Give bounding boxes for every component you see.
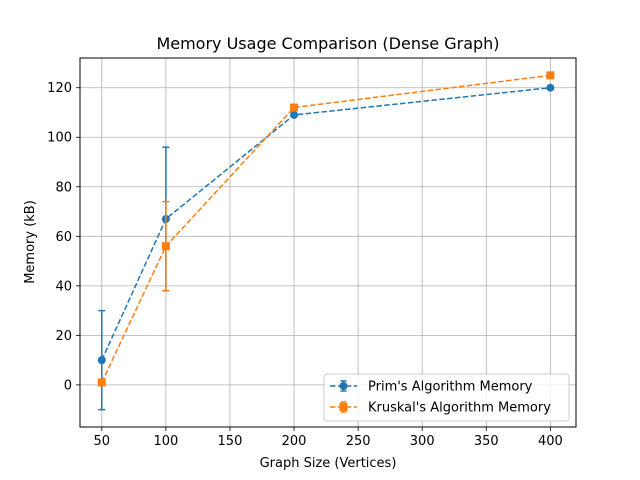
x-tick-label: 100 bbox=[153, 434, 178, 449]
data-point-kruskal bbox=[97, 378, 106, 387]
y-tick-label: 80 bbox=[55, 180, 72, 195]
data-point-kruskal bbox=[161, 242, 170, 251]
x-tick-label: 300 bbox=[410, 434, 435, 449]
series-layer bbox=[97, 71, 555, 411]
series-line-prim bbox=[101, 86, 551, 361]
x-tick-label: 350 bbox=[474, 434, 499, 449]
x-tick-label: 200 bbox=[282, 434, 307, 449]
legend-box bbox=[323, 373, 570, 422]
grid bbox=[80, 58, 576, 427]
legend-marker-kruskal bbox=[339, 403, 348, 411]
x-tick-label: 250 bbox=[346, 434, 371, 449]
legend: Prim's Algorithm Memory Kruskal's Algori… bbox=[323, 373, 570, 422]
y-tick-label: 40 bbox=[55, 279, 72, 294]
x-tick-label: 50 bbox=[94, 434, 111, 449]
y-tick-label: 20 bbox=[55, 329, 72, 344]
chart-title: Memory Usage Comparison (Dense Graph) bbox=[156, 34, 499, 53]
y-tick-label: 100 bbox=[47, 131, 72, 146]
legend-label-prim: Prim's Algorithm Memory bbox=[368, 380, 533, 395]
y-tick-label: 0 bbox=[64, 378, 72, 393]
series-line-kruskal bbox=[101, 74, 551, 383]
data-point-kruskal bbox=[546, 71, 555, 80]
data-point-prim bbox=[290, 110, 299, 119]
x-tick-label: 400 bbox=[538, 434, 563, 449]
data-point-prim bbox=[546, 83, 555, 92]
data-point-prim bbox=[97, 356, 106, 365]
x-axis-label: Graph Size (Vertices) bbox=[260, 456, 397, 471]
series-kruskal bbox=[97, 71, 555, 387]
data-point-kruskal bbox=[290, 103, 299, 112]
ticks: 50 100 150 200 250 300 350 400 0 20 40 60 80 100 120 bbox=[47, 81, 563, 449]
x-tick-label: 150 bbox=[218, 434, 243, 449]
y-tick-label: 120 bbox=[47, 81, 72, 96]
y-axis-label: Memory (kB) bbox=[23, 200, 38, 284]
legend-label-kruskal: Kruskal's Algorithm Memory bbox=[368, 401, 551, 416]
legend-marker-prim bbox=[339, 382, 348, 390]
legend-entry-kruskal: Kruskal's Algorithm Memory bbox=[330, 401, 551, 416]
legend-entry-prim: Prim's Algorithm Memory bbox=[330, 380, 533, 395]
y-tick-label: 60 bbox=[55, 230, 72, 245]
axes-frame bbox=[79, 57, 577, 428]
